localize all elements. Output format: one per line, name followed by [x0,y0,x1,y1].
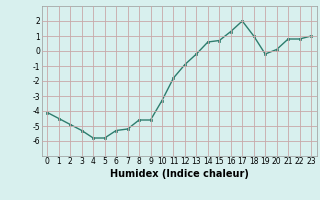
X-axis label: Humidex (Indice chaleur): Humidex (Indice chaleur) [110,169,249,179]
